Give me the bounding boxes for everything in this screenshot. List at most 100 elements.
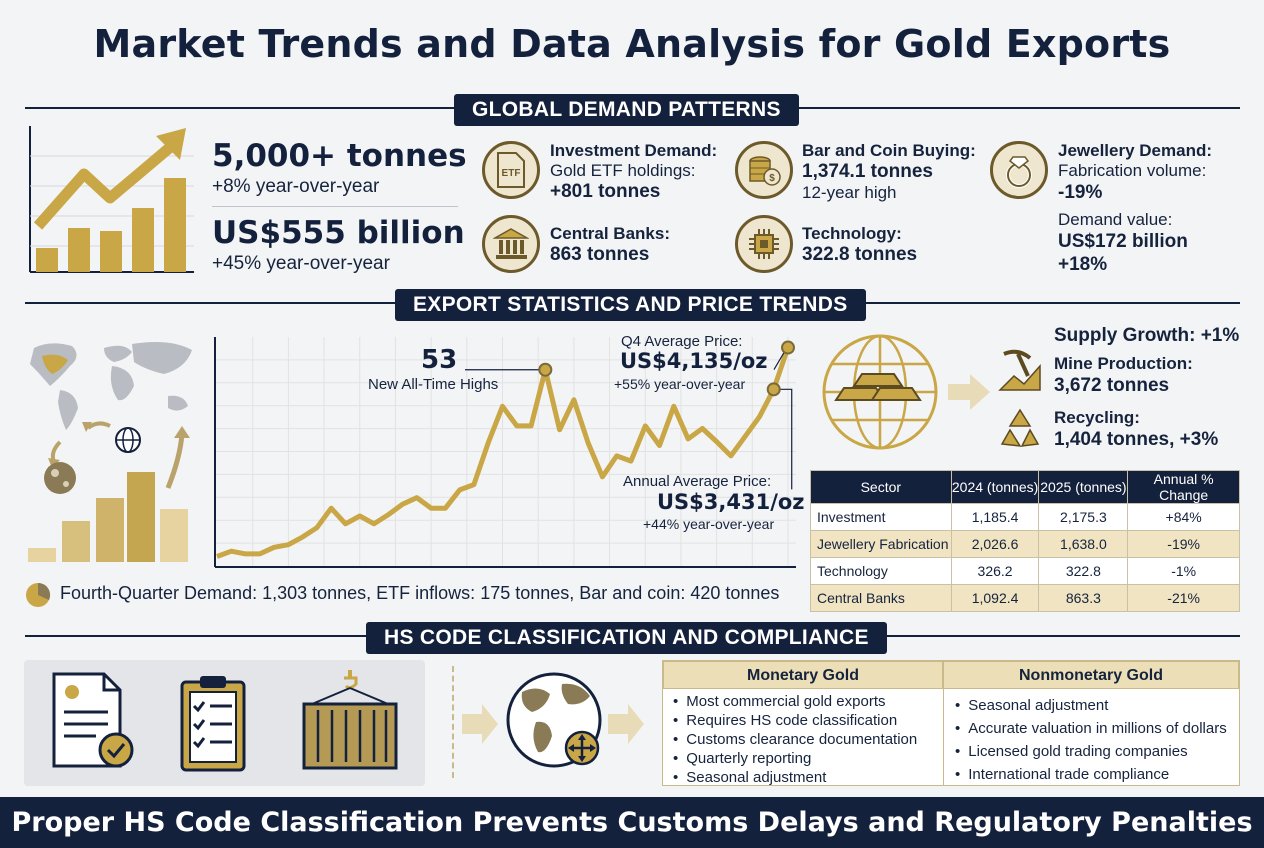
annual-label: Annual Average Price:: [623, 473, 772, 490]
investment-text: Gold ETF holdings:: [550, 161, 696, 180]
etf-document-icon: ETF: [482, 141, 540, 199]
central-banks-value: 863 tonnes: [550, 244, 650, 265]
section-title-export: EXPORT STATISTICS AND PRICE TRENDS: [395, 289, 866, 321]
chart-grid: [216, 337, 796, 566]
list-item: Requires HS code classification: [673, 711, 917, 730]
q4-label: Q4 Average Price:: [621, 333, 743, 350]
jewellery-text: Fabrication volume:: [1058, 161, 1207, 180]
table-cell: 863.3: [1038, 584, 1129, 612]
monetary-gold-list: Most commercial gold exports Requires HS…: [663, 692, 917, 787]
table-row: Investment 1,185.4 2,175.3 +84%: [810, 503, 1240, 531]
recycling-value: 1,404 tonnes, +3%: [1054, 429, 1219, 450]
table-header: 2025 (tonnes): [1038, 470, 1129, 504]
table-cell: 1,638.0: [1038, 530, 1129, 558]
svg-text:$: $: [769, 173, 775, 184]
list-item: Customs clearance documentation: [673, 730, 917, 749]
q4-value: US$4,135/oz: [620, 349, 768, 373]
summary-divider: [212, 206, 458, 207]
annual-leader-line: [779, 388, 793, 490]
annual-value: US$3,431/oz: [657, 490, 805, 514]
price-series-line: [216, 346, 791, 559]
table-cell: 2,175.3: [1038, 503, 1129, 531]
table-cell: -1%: [1127, 557, 1240, 585]
table-cell: 326.2: [950, 557, 1040, 585]
annual-change: +44% year-over-year: [643, 516, 775, 532]
table-cell: 2,026.6: [950, 530, 1040, 558]
gold-price-line-chart: [214, 337, 796, 568]
investment-value: +801 tonnes: [550, 181, 661, 202]
table-header: Sector: [810, 470, 952, 504]
table-header: 2024 (tonnes): [950, 470, 1040, 504]
globe-exchange-icon: [506, 672, 602, 768]
list-item: Most commercial gold exports: [673, 692, 917, 711]
coin-stack-icon: $: [735, 141, 793, 199]
dashed-divider: [452, 666, 454, 778]
investment-title: Investment Demand:: [550, 141, 718, 160]
classification-table: Monetary Gold Nonmonetary Gold Most comm…: [662, 660, 1240, 786]
list-item: Seasonal adjustment: [955, 694, 1227, 717]
demand-volume-change: +8% year-over-year: [212, 176, 380, 197]
table-cell: Central Banks: [810, 584, 952, 612]
list-item: Seasonal adjustment: [673, 768, 917, 787]
column-divider: [943, 689, 944, 785]
recycling-label: Recycling:: [1054, 408, 1140, 427]
jewellery-title: Jewellery Demand:: [1058, 141, 1213, 160]
table-row: Central Banks 1,092.4 863.3 -21%: [810, 584, 1240, 612]
table-cell: Investment: [810, 503, 952, 531]
table-cell: 322.8: [1038, 557, 1129, 585]
quarter-note: Fourth-Quarter Demand: 1,303 tonnes, ETF…: [60, 583, 780, 603]
jewellery-volume-change: -19%: [1058, 182, 1103, 203]
jewellery-value-change: +18%: [1058, 254, 1108, 275]
central-banks-title: Central Banks:: [550, 224, 670, 243]
bank-icon: [482, 215, 540, 273]
globe-gold-bars-icon: [822, 334, 990, 450]
checklist-clipboard-icon: [180, 676, 246, 772]
table-cell: Jewellery Fabrication: [810, 530, 952, 558]
bar-coin-text: 12-year high: [802, 183, 897, 202]
nonmonetary-gold-list: Seasonal adjustment Accurate valuation i…: [945, 694, 1227, 786]
annual-marker: [766, 382, 781, 397]
ath-label: New All-Time Highs: [368, 376, 499, 393]
table-cell: -19%: [1127, 530, 1240, 558]
demand-volume: 5,000+ tonnes: [212, 138, 467, 174]
table-cell: +84%: [1127, 503, 1240, 531]
ath-count: 53: [421, 345, 458, 375]
page-title: Market Trends and Data Analysis for Gold…: [93, 22, 1171, 66]
growth-chart-icon: [29, 126, 194, 273]
pie-chart-icon: [26, 582, 51, 607]
shipping-container-icon: [302, 670, 398, 770]
q4-marker: [781, 340, 795, 355]
list-item: Accurate valuation in millions of dollar…: [955, 717, 1226, 740]
table-row: Jewellery Fabrication 2,026.6 1,638.0 -1…: [810, 530, 1240, 558]
mining-pick-icon: [998, 349, 1041, 391]
section-title-hs: HS CODE CLASSIFICATION AND COMPLIANCE: [366, 622, 887, 654]
mine-production-label: Mine Production:: [1054, 354, 1193, 373]
list-item: Quarterly reporting: [673, 749, 917, 768]
recycling-icon: [1000, 408, 1040, 447]
technology-value: 322.8 tonnes: [802, 244, 918, 265]
bar-coin-title: Bar and Coin Buying:: [802, 141, 976, 160]
list-item: Licensed gold trading companies: [955, 740, 1227, 763]
table-cell: -21%: [1127, 584, 1240, 612]
arrow-right-icon: [608, 704, 644, 744]
sector-table: Sector 2024 (tonnes) 2025 (tonnes) Annua…: [810, 470, 1240, 612]
table-row: Technology 326.2 322.8 -1%: [810, 557, 1240, 585]
mine-production-value: 3,672 tonnes: [1054, 375, 1170, 396]
svg-text:ETF: ETF: [502, 168, 521, 179]
jewellery-value: US$172 billion: [1058, 231, 1188, 252]
supply-growth: Supply Growth: +1%: [1054, 325, 1240, 346]
list-item: International trade compliance: [955, 763, 1227, 786]
chip-icon: [735, 215, 793, 273]
jewellery-value-label: Demand value:: [1058, 210, 1173, 229]
technology-title: Technology:: [802, 224, 902, 243]
q4-leader-line: [773, 352, 785, 370]
demand-value-change: +45% year-over-year: [212, 253, 390, 274]
nonmonetary-gold-header: Nonmonetary Gold: [943, 661, 1239, 689]
table-header: Annual % Change: [1127, 470, 1240, 504]
section-title-demand: GLOBAL DEMAND PATTERNS: [454, 94, 799, 126]
document-check-icon: [52, 672, 134, 768]
table-cell: 1,092.4: [950, 584, 1040, 612]
arrow-right-icon: [462, 704, 498, 744]
ath-marker: [538, 362, 553, 377]
demand-value: US$555 billion: [212, 215, 465, 251]
